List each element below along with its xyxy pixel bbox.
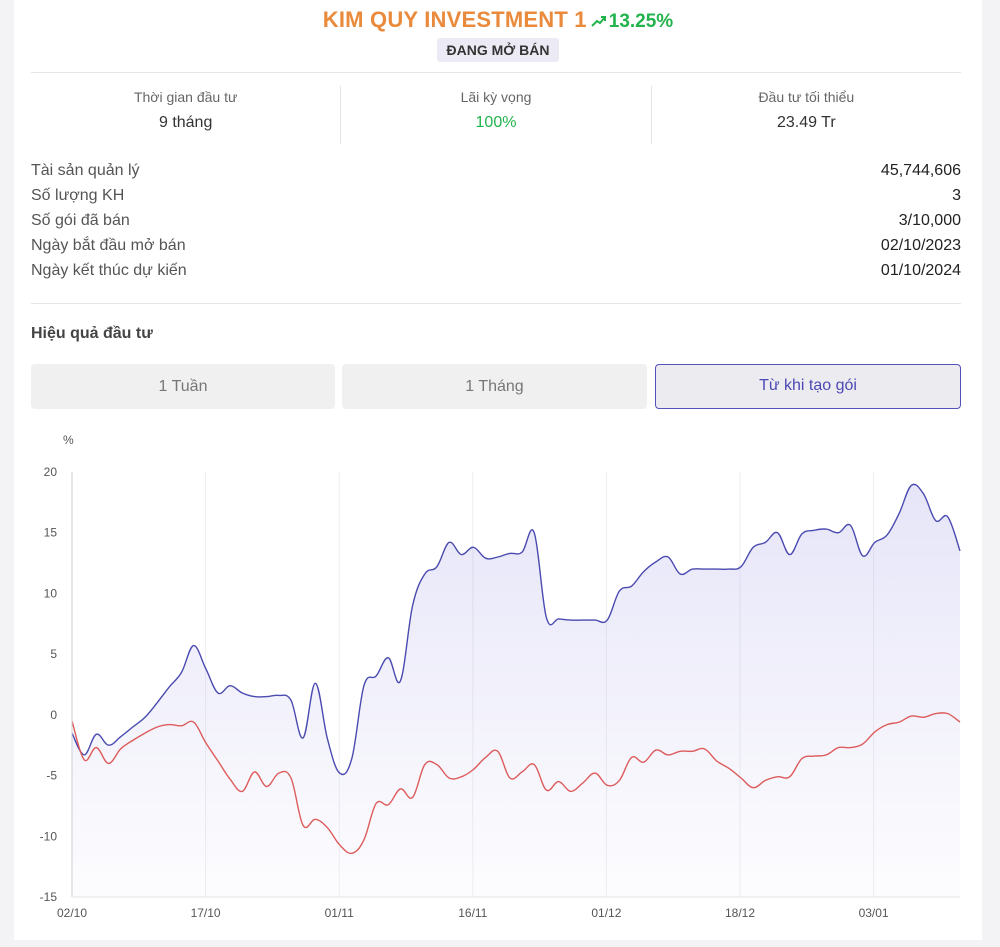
y-tick-label: -15 xyxy=(40,890,58,904)
y-tick-label: 15 xyxy=(44,526,58,540)
stat-value: 100% xyxy=(475,114,517,131)
performance-chart: % 20 15 10 5 0 -5 -10 -15 02/10 17/10 01/11 16/11 01/… xyxy=(40,433,961,920)
stat-duration: Thời gian đầu tư 9 tháng xyxy=(31,86,340,144)
info-list: Tài sản quản lý 45,744,606 Số lượng KH 3… xyxy=(31,158,961,283)
stat-value: 9 tháng xyxy=(158,114,213,131)
return-value: 13.25% xyxy=(608,11,674,32)
y-tick-label: 0 xyxy=(50,708,57,722)
info-row-end-date: Ngày kết thúc dự kiến 01/10/2024 xyxy=(31,258,961,283)
x-tick-label: 02/10 xyxy=(57,906,87,920)
y-tick-label: -10 xyxy=(40,829,58,843)
fund-detail-panel: KIM QUY INVESTMENT 1 13.25% ĐANG MỞ BÁN T… xyxy=(14,0,982,940)
header-divider xyxy=(31,72,961,73)
x-tick-label: 17/10 xyxy=(191,906,221,920)
info-value: 3 xyxy=(952,187,961,204)
info-label: Số gói đã bán xyxy=(31,212,130,229)
info-divider xyxy=(31,303,961,304)
stats-row: Thời gian đầu tư 9 tháng Lãi kỳ vọng 100… xyxy=(31,86,961,144)
info-label: Tài sản quản lý xyxy=(31,162,140,179)
status-badge: ĐANG MỞ BÁN xyxy=(436,38,560,62)
info-value: 3/10,000 xyxy=(898,212,961,229)
y-tick-label: 20 xyxy=(44,465,58,479)
performance-title: Hiệu quả đầu tư xyxy=(31,325,153,342)
period-tabs: 1 Tuần 1 Tháng Từ khi tạo gói xyxy=(31,364,961,409)
x-tick-label: 18/12 xyxy=(725,906,755,920)
trending-up-icon xyxy=(591,7,607,35)
x-tick-label: 16/11 xyxy=(458,906,487,920)
fund-series-line xyxy=(71,483,961,776)
info-value: 01/10/2024 xyxy=(880,262,961,279)
info-label: Ngày bắt đầu mở bán xyxy=(31,237,186,254)
info-label: Số lượng KH xyxy=(31,187,125,204)
stat-minimum-investment: Đầu tư tối thiểu 23.49 Tr xyxy=(650,86,961,144)
y-tick-label: 10 xyxy=(44,586,58,600)
info-value: 45,744,606 xyxy=(880,162,961,179)
stat-value: 23.49 Tr xyxy=(776,114,836,131)
fund-name: KIM QUY INVESTMENT 1 xyxy=(322,7,587,32)
tab-1-week[interactable]: 1 Tuần xyxy=(31,364,335,409)
benchmark-series-line xyxy=(71,712,961,855)
info-row-customers: Số lượng KH 3 xyxy=(31,183,961,208)
y-axis-unit: % xyxy=(63,433,74,447)
tab-1-month[interactable]: 1 Tháng xyxy=(342,364,647,409)
x-tick-label: 01/11 xyxy=(325,906,354,920)
tab-since-inception[interactable]: Từ khi tạo gói xyxy=(655,364,961,409)
fund-header: KIM QUY INVESTMENT 1 13.25% ĐANG MỞ BÁN xyxy=(14,0,982,62)
stat-label: Lãi kỳ vọng xyxy=(460,89,532,105)
info-row-aum: Tài sản quản lý 45,744,606 xyxy=(31,158,961,183)
stat-label: Thời gian đầu tư xyxy=(133,89,238,105)
series-area-fill xyxy=(72,484,960,897)
info-value: 02/10/2023 xyxy=(880,237,961,254)
title-row: KIM QUY INVESTMENT 1 13.25% xyxy=(14,6,982,34)
y-tick-label: 5 xyxy=(50,647,57,661)
stat-expected-return: Lãi kỳ vọng 100% xyxy=(340,86,650,144)
info-label: Ngày kết thúc dự kiến xyxy=(31,262,187,279)
x-tick-label: 03/01 xyxy=(859,906,889,920)
stat-label: Đầu tư tối thiểu xyxy=(758,89,855,105)
info-row-start-date: Ngày bắt đầu mở bán 02/10/2023 xyxy=(31,233,961,258)
x-tick-label: 01/12 xyxy=(591,906,621,920)
info-row-packages-sold: Số gói đã bán 3/10,000 xyxy=(31,208,961,233)
y-tick-label: -5 xyxy=(46,769,57,783)
